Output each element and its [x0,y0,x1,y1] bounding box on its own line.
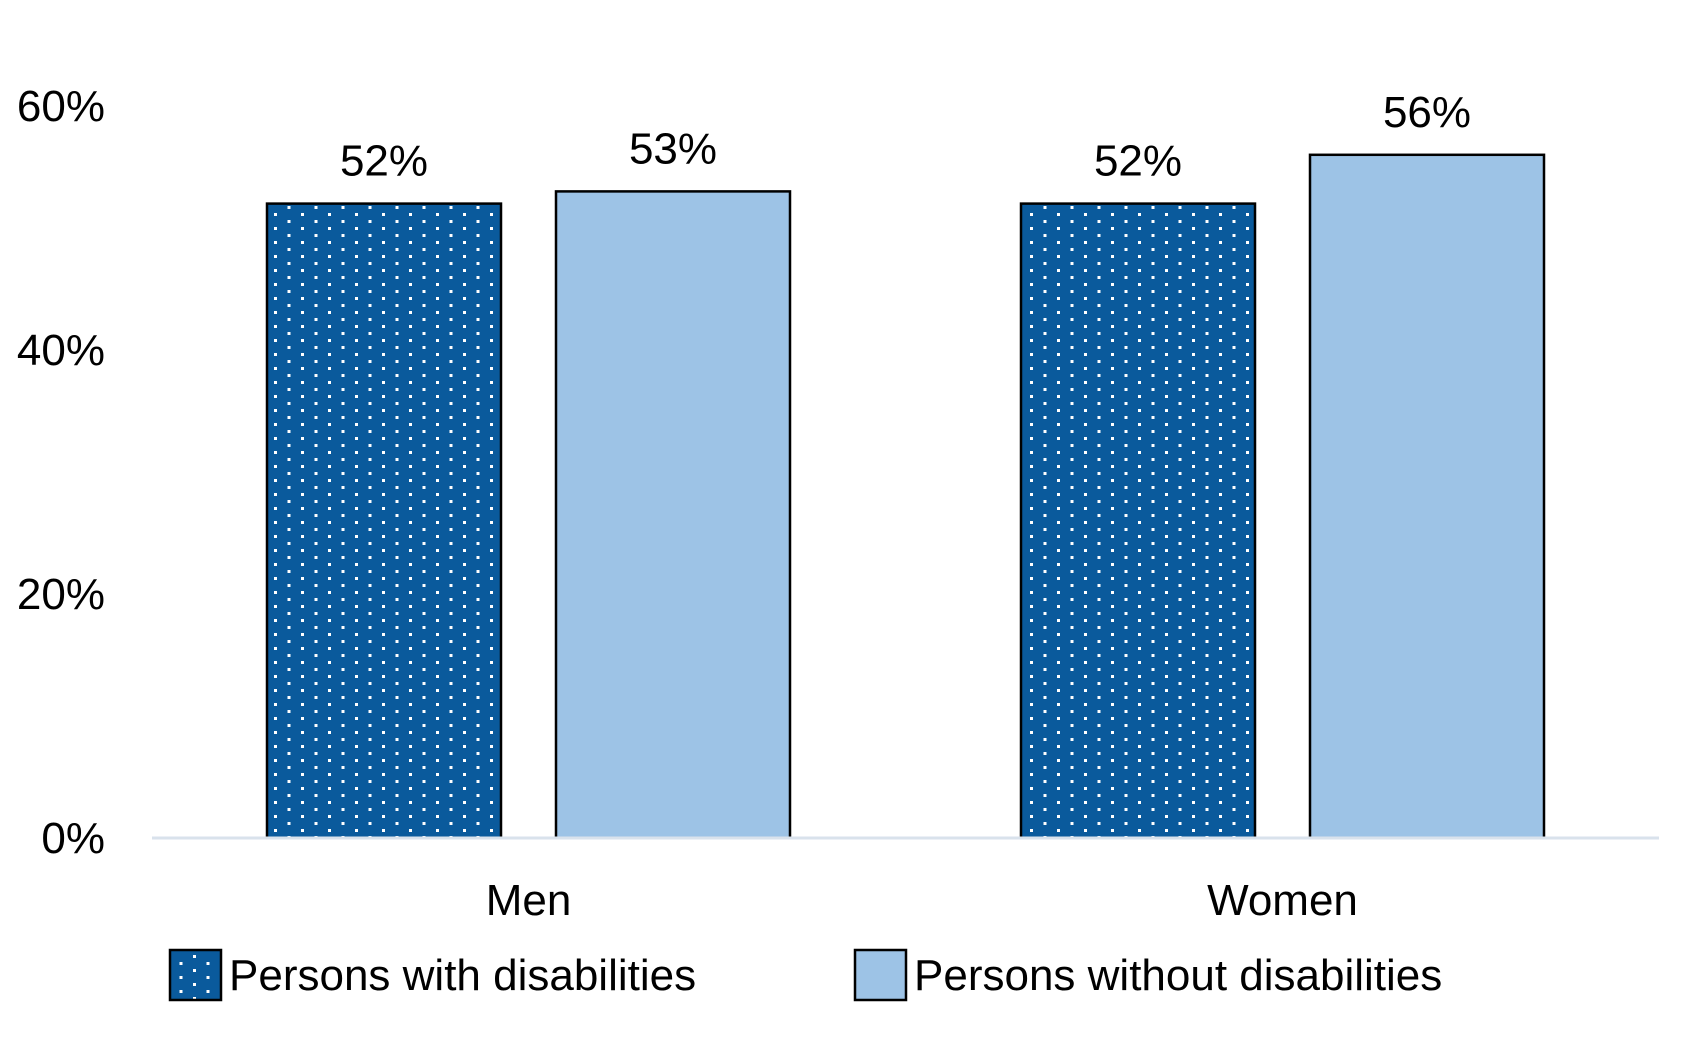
data-label: 52% [1094,137,1182,186]
y-tick-label: 40% [17,326,105,375]
legend-swatch [168,948,223,1002]
legend-label: Persons with disabilities [229,951,696,1000]
category-label: Women [1207,876,1358,925]
y-tick-label: 60% [17,82,105,131]
category-label: Men [486,876,572,925]
y-tick-label: 20% [17,570,105,619]
legend-label: Persons without disabilities [914,951,1442,1000]
data-label: 53% [629,124,717,173]
bar-without-disabilities-men [554,190,792,840]
legend-swatch [853,948,908,1002]
y-tick-label: 0% [41,814,105,863]
bar-with-disabilities-men [265,202,503,840]
data-label: 56% [1383,88,1471,137]
data-label: 52% [340,137,428,186]
bar-without-disabilities-women [1308,153,1546,840]
bar-with-disabilities-women [1019,202,1257,840]
